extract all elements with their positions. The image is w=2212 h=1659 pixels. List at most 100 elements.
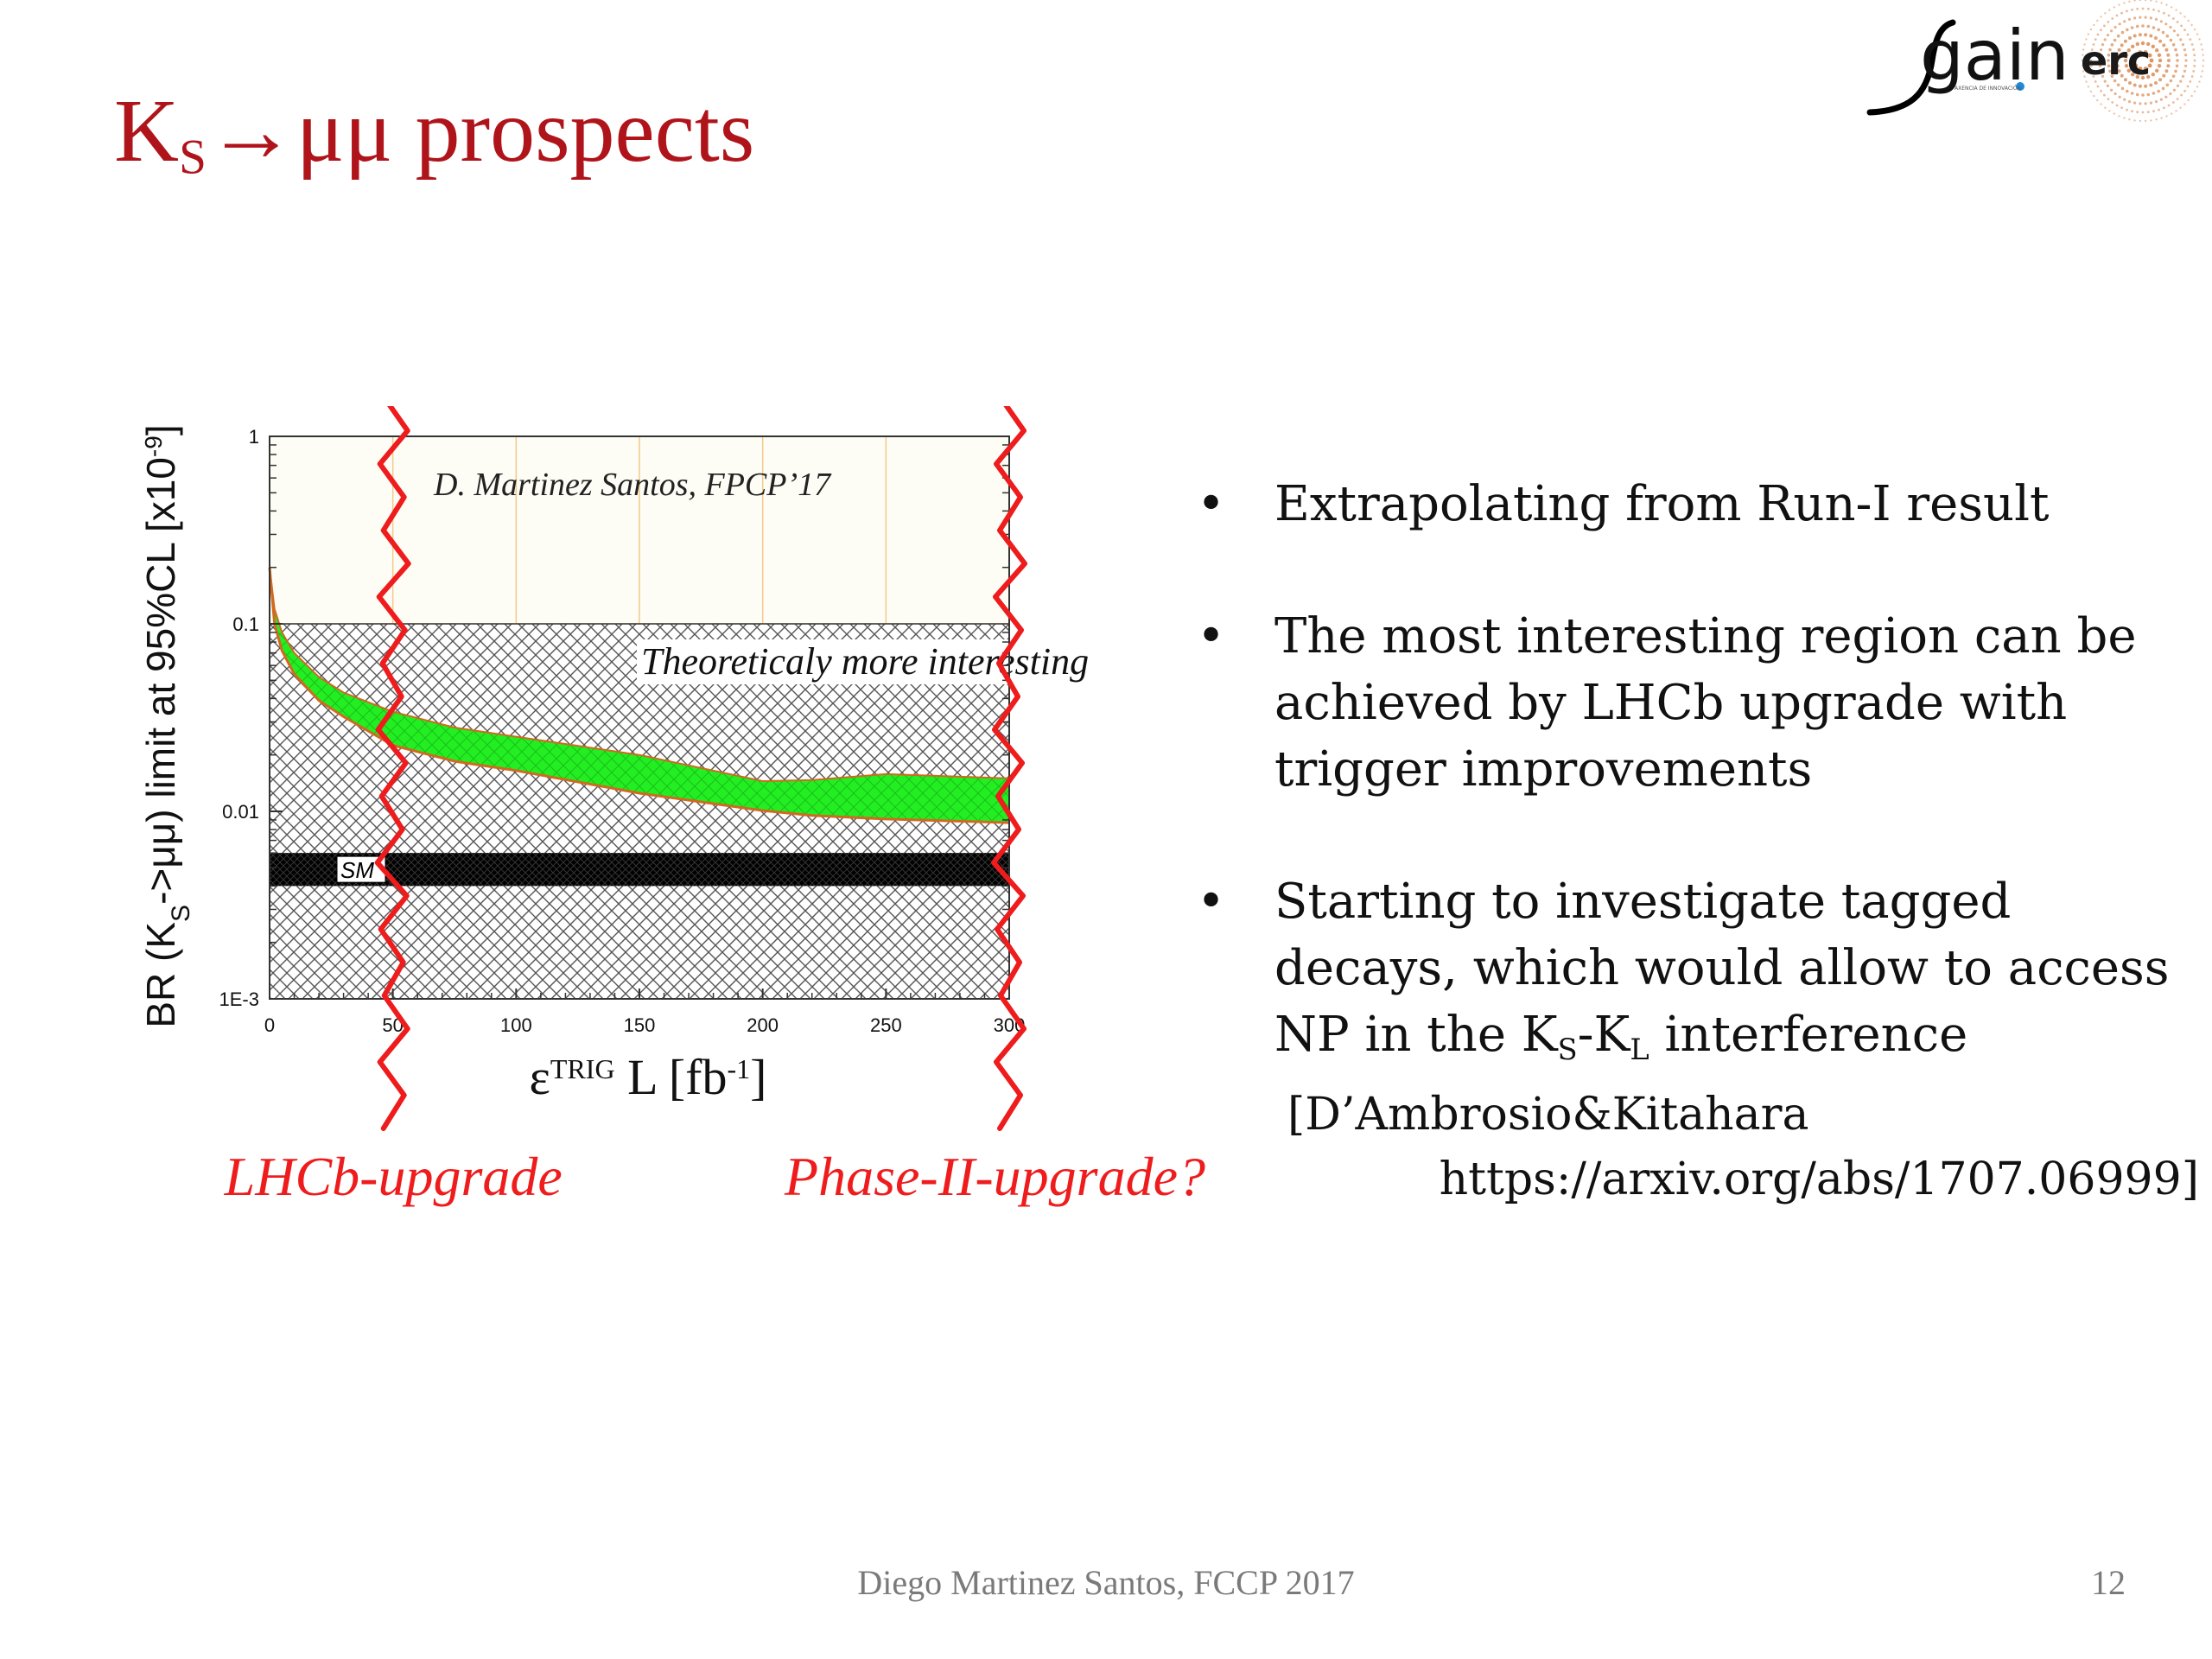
erc-dot xyxy=(2167,14,2171,17)
erc-dot xyxy=(2098,59,2101,62)
erc-dot xyxy=(2157,53,2162,57)
erc-dot xyxy=(2123,78,2127,82)
bullet-dot: • xyxy=(1197,608,1226,664)
erc-dot xyxy=(2126,48,2131,53)
erc-dot xyxy=(2120,86,2125,91)
erc-dot xyxy=(2093,94,2095,98)
erc-dot xyxy=(2130,26,2134,29)
erc-dot xyxy=(2115,14,2119,17)
erc-dot xyxy=(2183,29,2186,32)
erc-dot xyxy=(2131,110,2133,113)
erc-dot xyxy=(2175,53,2179,57)
erc-dot xyxy=(2159,98,2163,101)
erc-dot xyxy=(2201,70,2204,73)
bullet-item: • Starting to investigate tagged decays,… xyxy=(1197,868,2199,1083)
erc-dot xyxy=(2081,59,2084,62)
erc-dot xyxy=(2131,44,2135,48)
erc-dot xyxy=(2166,53,2171,57)
erc-dot xyxy=(2126,108,2128,111)
y-tick-label: 1 xyxy=(249,426,259,448)
erc-dot xyxy=(2107,64,2111,68)
erc-dot xyxy=(2107,59,2110,62)
erc-dot xyxy=(2175,110,2177,112)
erc-dot xyxy=(2092,75,2095,78)
erc-dot xyxy=(2120,73,2124,78)
bullet-list: • Extrapolating from Run-I result • The … xyxy=(1197,471,2199,1212)
erc-dot xyxy=(2144,33,2148,37)
erc-dot xyxy=(2096,33,2100,36)
sm-label: SM xyxy=(340,857,374,883)
erc-dot xyxy=(2118,115,2120,118)
figure: Theoreticaly more interesting SM 1E-3 0.01 0… xyxy=(121,406,1210,1218)
erc-dot xyxy=(2135,74,2139,79)
erc-dot xyxy=(2104,12,2107,15)
erc-dot xyxy=(2171,101,2175,104)
erc-dot xyxy=(2131,73,2135,77)
x-tick-label: 0 xyxy=(264,1014,275,1036)
erc-dot xyxy=(2147,63,2152,68)
erc-dot xyxy=(2133,34,2137,38)
erc-dot xyxy=(2082,48,2085,51)
erc-dot xyxy=(2135,41,2139,47)
erc-dot xyxy=(2152,110,2155,113)
erc-dot xyxy=(2113,112,2115,115)
erc-dot xyxy=(2152,8,2155,11)
erc-dot xyxy=(2096,99,2099,102)
erc-dot xyxy=(2149,34,2153,38)
erc-dot xyxy=(2123,39,2127,43)
y-axis-label: BR (KS->μμ) limit at 95%CL [x10-9] xyxy=(138,424,195,1027)
erc-dot xyxy=(2135,24,2139,29)
erc-dot xyxy=(2132,58,2137,63)
erc-dot xyxy=(2171,74,2176,78)
gain-dot xyxy=(2016,82,2024,91)
erc-dot xyxy=(2143,67,2148,71)
erc-dot xyxy=(2190,94,2193,98)
erc-dot xyxy=(2143,50,2148,54)
erc-dot xyxy=(2094,38,2097,41)
erc-dot xyxy=(2111,17,2114,20)
erc-dot xyxy=(2158,108,2160,111)
erc-dot xyxy=(2107,98,2110,100)
erc-dot xyxy=(2180,24,2183,28)
slide-title: KS→μμ prospects xyxy=(114,86,754,182)
erc-dot xyxy=(2118,95,2121,99)
erc-dot xyxy=(2155,68,2159,73)
erc-dot xyxy=(2171,6,2173,9)
erc-dot xyxy=(2200,75,2202,78)
erc-dot xyxy=(2133,0,2136,2)
erc-dot xyxy=(2126,89,2129,93)
erc-dot xyxy=(2113,25,2117,29)
erc-dot xyxy=(2103,24,2106,28)
erc-dot xyxy=(2120,11,2123,15)
erc-dot xyxy=(2202,54,2204,56)
erc-dot xyxy=(2190,43,2194,46)
bullet-text: Starting to investigate tagged decays, w… xyxy=(1274,874,2170,1066)
erc-dot xyxy=(2164,95,2168,99)
erc-dot xyxy=(2181,74,2185,78)
erc-dot xyxy=(2128,36,2132,40)
erc-dot xyxy=(2128,0,2131,3)
x-tick-label: 100 xyxy=(500,1014,532,1036)
erc-dot xyxy=(2183,103,2186,105)
erc-dot xyxy=(2150,119,2152,122)
erc-dot xyxy=(2130,92,2134,95)
reference-link[interactable]: https://arxiv.org/abs/1707.06999] xyxy=(1439,1154,2199,1206)
erc-dot xyxy=(2176,84,2180,87)
erc-dot xyxy=(2158,39,2163,43)
bullet-dot: • xyxy=(1197,874,1226,930)
erc-dot xyxy=(2149,83,2153,87)
erc-dot xyxy=(2144,16,2147,19)
erc-dot xyxy=(2108,69,2112,73)
erc-dot xyxy=(2200,43,2202,46)
erc-dot xyxy=(2100,103,2102,105)
erc-dot xyxy=(2175,9,2177,11)
erc-dot xyxy=(2147,53,2152,58)
erc-dot xyxy=(2163,106,2165,110)
erc-dot xyxy=(2107,53,2111,57)
bullet-dot: • xyxy=(1197,476,1226,532)
erc-dot xyxy=(2193,59,2196,62)
erc-dot xyxy=(2151,44,2155,48)
x-tick-label: 250 xyxy=(870,1014,902,1036)
erc-dot xyxy=(2089,64,2093,67)
reference-line-1: [D’Ambrosio&Kitahara xyxy=(1287,1089,1809,1141)
